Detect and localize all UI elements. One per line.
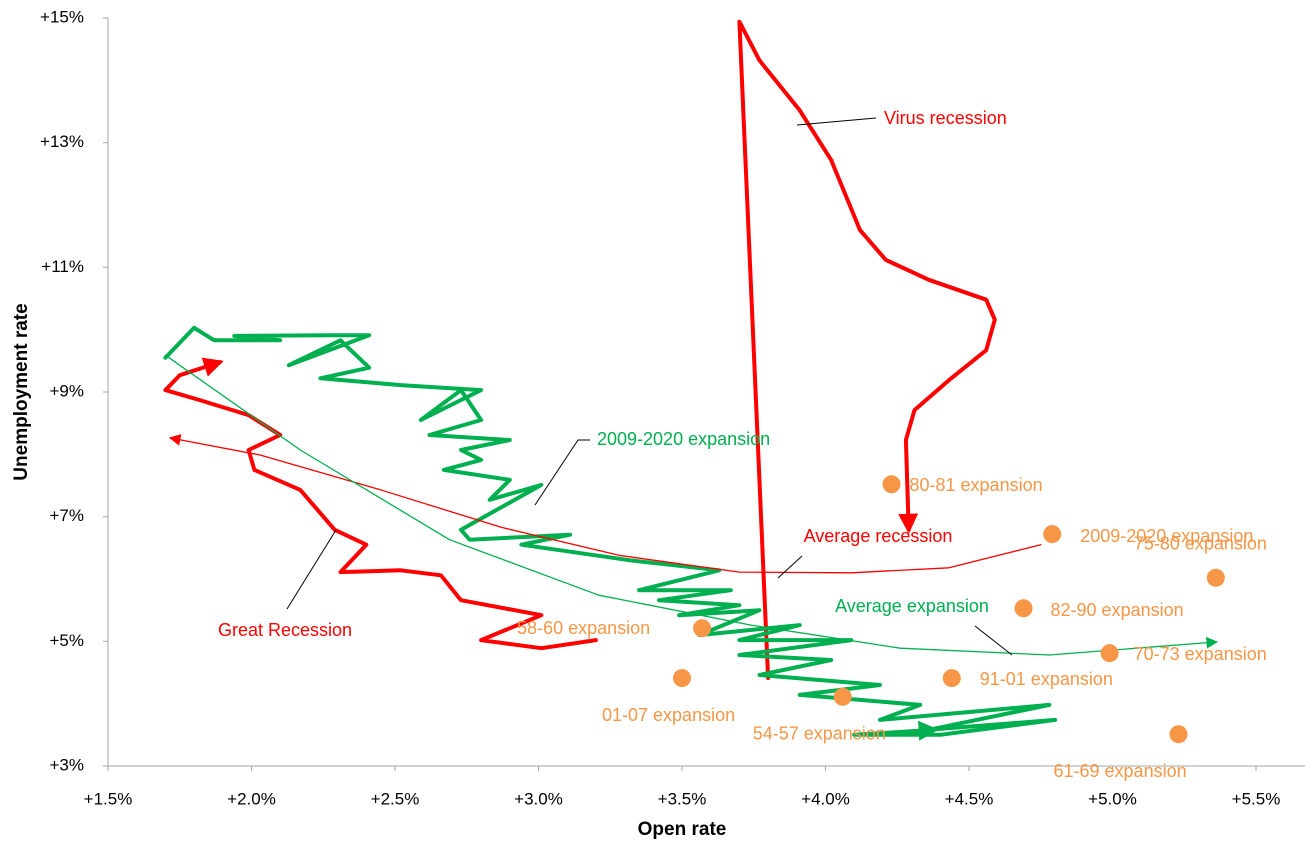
x-tick-label: +3.5% xyxy=(658,789,707,808)
x-tick-label: +2.5% xyxy=(371,789,420,808)
y-tick-label: +7% xyxy=(50,506,85,525)
x-tick-label: +3.0% xyxy=(514,789,563,808)
scatter-point xyxy=(1169,725,1188,744)
series-label: Virus recession xyxy=(884,108,1007,128)
x-tick-label: +5.0% xyxy=(1088,789,1137,808)
series-line xyxy=(168,434,1042,574)
x-tick-label: +4.0% xyxy=(801,789,850,808)
series-line xyxy=(163,357,598,651)
point-label: 91-01 expansion xyxy=(980,669,1113,689)
point-label: 70-73 expansion xyxy=(1134,644,1267,664)
x-tick-label: +2.0% xyxy=(227,789,276,808)
point-label: 80-81 expansion xyxy=(910,475,1043,495)
series-line xyxy=(164,354,1219,656)
x-tick-label: +5.5% xyxy=(1232,789,1281,808)
series-label: 2009-2020 expansion xyxy=(597,429,770,449)
series-line xyxy=(737,19,997,681)
x-axis-title: Open rate xyxy=(638,819,727,840)
scatter-point xyxy=(673,669,691,688)
y-tick-label: +5% xyxy=(50,631,85,650)
series-label: Great Recession xyxy=(218,620,352,640)
x-tick-label: +1.5% xyxy=(84,789,133,808)
leader-line xyxy=(974,625,1013,656)
scatter-point xyxy=(942,669,961,688)
point-label: 75-80 expansion xyxy=(1134,534,1267,554)
point-label: 82-90 expansion xyxy=(1051,600,1184,620)
scatter-point xyxy=(1100,644,1119,663)
leader-line xyxy=(534,439,590,506)
series-line xyxy=(163,325,1058,741)
point-label: 58-60 expansion xyxy=(517,618,650,638)
point-label: 2009-2020 expansion xyxy=(1080,526,1253,546)
y-tick-label: +3% xyxy=(50,755,85,774)
point-label: 01-07 expansion xyxy=(602,705,735,725)
y-tick-label: +11% xyxy=(41,257,84,276)
scatter-point xyxy=(1043,525,1062,544)
series-label: Average recession xyxy=(804,526,953,546)
y-tick-label: +13% xyxy=(40,132,84,151)
point-label: 54-57 expansion xyxy=(753,724,886,744)
series-label: Average expansion xyxy=(835,596,989,616)
y-axis-title: Unemployment rate xyxy=(11,303,32,480)
y-tick-label: +9% xyxy=(50,381,85,400)
scatter-point xyxy=(1206,568,1225,587)
scatter-point xyxy=(1014,599,1033,618)
leader-line xyxy=(796,117,877,126)
x-tick-label: +4.5% xyxy=(945,789,994,808)
scatter-point xyxy=(693,619,712,638)
scatter-point xyxy=(882,475,901,494)
scatter-point xyxy=(833,687,852,706)
leader-line xyxy=(777,555,803,579)
point-label: 61-69 expansion xyxy=(1054,761,1187,781)
y-tick-label: +15% xyxy=(40,7,84,26)
leader-line xyxy=(286,529,337,610)
